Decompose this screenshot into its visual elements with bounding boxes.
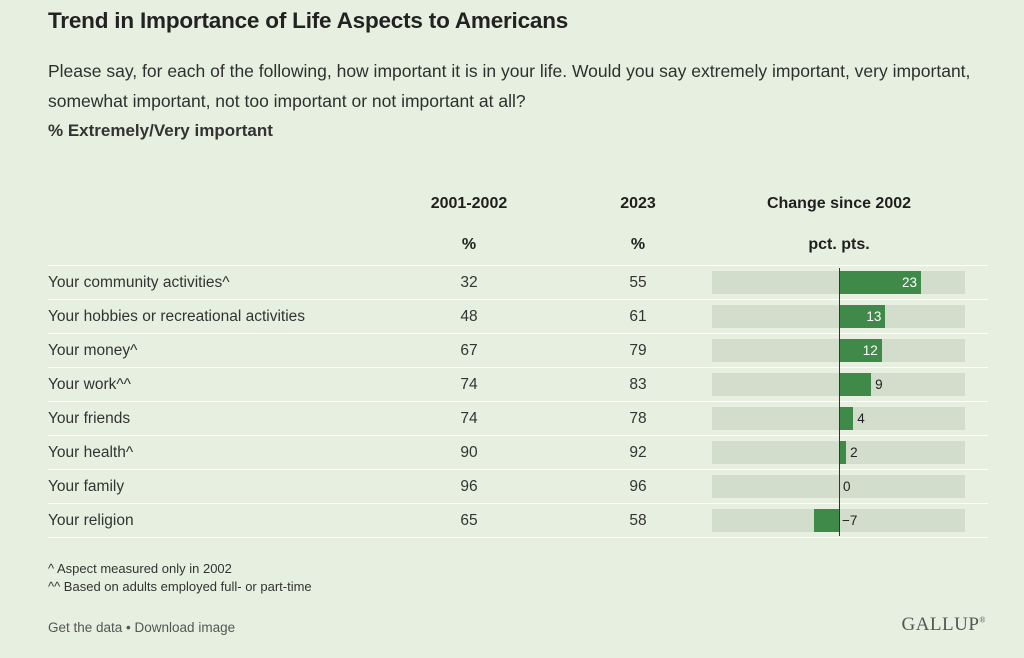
column-header-2001-2002: 2001-2002 bbox=[430, 195, 508, 212]
change-bar-track: 2 bbox=[712, 441, 965, 464]
column-header-change: Change since 2002 bbox=[766, 195, 912, 212]
gallup-logo: GALLUP® bbox=[901, 614, 986, 635]
row-label: Your work^^ bbox=[48, 376, 131, 393]
value-2001-2002: 67 bbox=[460, 342, 478, 359]
table-row: Your community activities^ 32 55 23 bbox=[48, 266, 988, 300]
zero-baseline bbox=[839, 268, 840, 536]
change-value-label: 12 bbox=[862, 343, 878, 358]
value-2001-2002: 74 bbox=[460, 410, 478, 427]
value-2023: 96 bbox=[629, 478, 647, 495]
row-divider bbox=[48, 333, 988, 334]
value-2023: 79 bbox=[629, 342, 647, 359]
row-divider bbox=[48, 367, 988, 368]
value-2023: 58 bbox=[629, 512, 647, 529]
value-2001-2002: 90 bbox=[460, 444, 478, 461]
value-2023: 78 bbox=[629, 410, 647, 427]
row-divider bbox=[48, 435, 988, 436]
row-label: Your family bbox=[48, 478, 125, 495]
value-2001-2002: 74 bbox=[460, 376, 478, 393]
change-bar bbox=[839, 271, 921, 294]
measure-label: % Extremely/Very important bbox=[48, 121, 273, 140]
value-2001-2002: 48 bbox=[460, 308, 478, 325]
change-bar-track: 0 bbox=[712, 475, 965, 498]
change-value-label: 2 bbox=[850, 445, 858, 460]
column-unit-2001-2002: % bbox=[461, 236, 477, 253]
change-bar bbox=[839, 441, 847, 464]
footnote-2: ^^ Based on adults employed full- or par… bbox=[48, 579, 312, 594]
change-bar-track: 23 bbox=[712, 271, 965, 294]
row-label: Your money^ bbox=[48, 342, 138, 359]
table-row: Your family 96 96 0 bbox=[48, 470, 988, 504]
column-unit-change: pct. pts. bbox=[808, 236, 870, 253]
row-label: Your religion bbox=[48, 512, 134, 529]
change-value-label: −7 bbox=[842, 513, 858, 528]
row-label: Your hobbies or recreational activities bbox=[48, 308, 306, 325]
table-row: Your religion 65 58 −7 bbox=[48, 504, 988, 538]
table-row: Your health^ 90 92 2 bbox=[48, 436, 988, 470]
change-value-label: 13 bbox=[866, 309, 882, 324]
change-bar-track: 9 bbox=[712, 373, 965, 396]
table-row: Your hobbies or recreational activities 4… bbox=[48, 300, 988, 334]
change-bar-track: 12 bbox=[712, 339, 965, 362]
row-divider bbox=[48, 401, 988, 402]
value-2023: 92 bbox=[629, 444, 647, 461]
change-bar bbox=[814, 509, 839, 532]
row-label: Your friends bbox=[48, 410, 131, 427]
change-bar-track: −7 bbox=[712, 509, 965, 532]
change-value-label: 0 bbox=[843, 479, 851, 494]
change-bar bbox=[839, 373, 872, 396]
row-label: Your community activities^ bbox=[48, 274, 230, 291]
value-2001-2002: 96 bbox=[460, 478, 478, 495]
value-2001-2002: 65 bbox=[460, 512, 478, 529]
value-2023: 83 bbox=[629, 376, 647, 393]
table-row: Your work^^ 74 83 9 bbox=[48, 368, 988, 402]
chart-title: Trend in Importance of Life Aspects to A… bbox=[48, 8, 569, 33]
value-2001-2002: 32 bbox=[460, 274, 478, 291]
row-divider bbox=[48, 469, 988, 470]
row-divider bbox=[48, 537, 988, 538]
change-bar bbox=[839, 305, 886, 328]
column-header-2023: 2023 bbox=[620, 195, 656, 212]
change-bar-track: 4 bbox=[712, 407, 965, 430]
row-divider bbox=[48, 503, 988, 504]
get-data-link[interactable]: Get the data • Download image bbox=[48, 620, 236, 635]
change-bar-track: 13 bbox=[712, 305, 965, 328]
column-unit-2023: % bbox=[630, 236, 646, 253]
change-bar bbox=[839, 339, 882, 362]
row-label: Your health^ bbox=[48, 444, 134, 461]
value-2023: 61 bbox=[629, 308, 647, 325]
change-bar bbox=[839, 407, 854, 430]
footnote-1: ^ Aspect measured only in 2002 bbox=[48, 561, 232, 576]
row-divider bbox=[48, 299, 988, 300]
table-row: Your money^ 67 79 12 bbox=[48, 334, 988, 368]
change-value-label: 23 bbox=[901, 275, 917, 290]
chart-subtitle: Please say, for each of the following, h… bbox=[48, 61, 971, 111]
header-divider bbox=[48, 265, 988, 266]
value-2023: 55 bbox=[629, 274, 647, 291]
table-row: Your friends 74 78 4 bbox=[48, 402, 988, 436]
change-value-label: 9 bbox=[875, 377, 883, 392]
change-value-label: 4 bbox=[857, 411, 865, 426]
